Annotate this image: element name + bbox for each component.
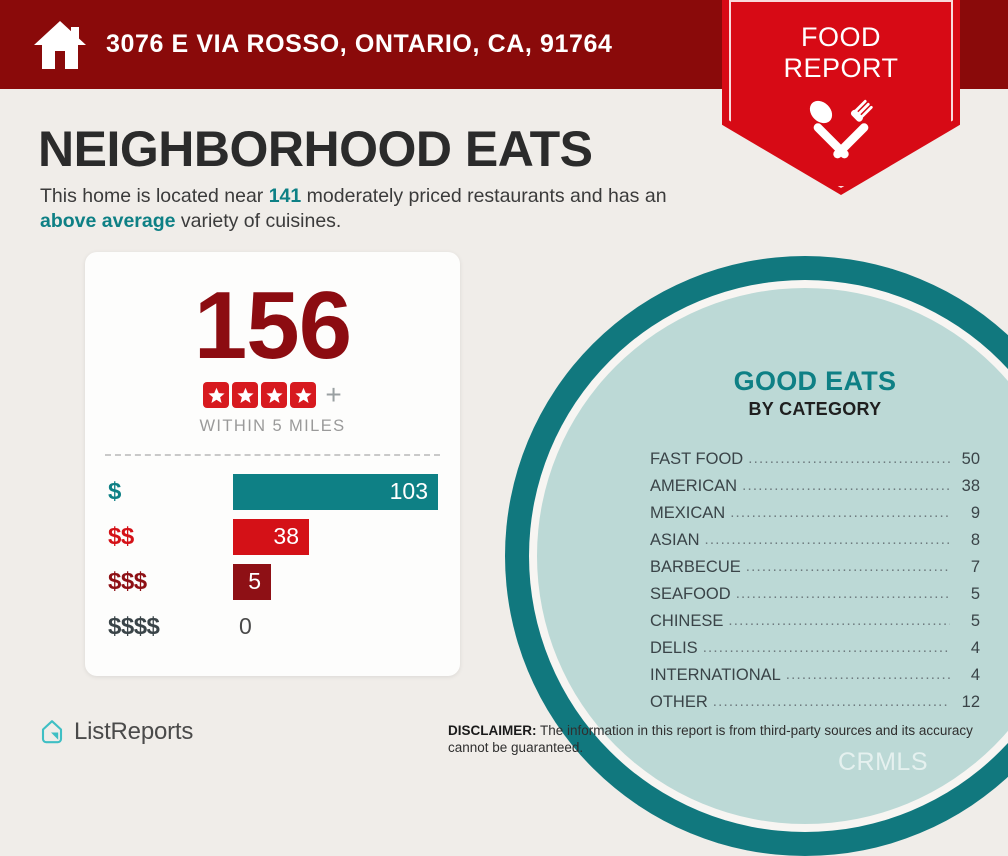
category-name: OTHER [650,693,708,711]
star-icon [232,382,259,408]
category-dot-leader: ........................................… [745,558,950,575]
stats-card: 156 + WITHIN 5 MILES $103 $$ 38 $$$ 5 $$$$ 0 [85,252,460,676]
star-icon [203,382,230,408]
category-list: FAST FOOD...............................… [650,442,980,712]
category-name: AMERICAN [650,477,738,495]
category-dot-leader: ........................................… [702,639,950,656]
subtitle-part1: This home is located near [40,185,269,207]
price-level-label: $$ [108,522,134,550]
price-bar-track: 5 [233,563,460,600]
circle-inner-fill [537,288,1008,824]
page-title: NEIGHBORHOOD EATS [38,121,593,177]
category-count: 9 [970,504,980,522]
category-dot-leader: ........................................… [712,693,950,710]
category-row: ASIAN...................................… [650,523,980,550]
price-bar: 38 [233,518,309,555]
restaurant-total-count: 156 [193,272,352,379]
star-icon [290,382,317,408]
badge-line1: FOOD [801,22,881,52]
listreports-house-icon [41,720,63,744]
price-bar-track: 38 [233,518,460,555]
disclaimer-text: The information in this report is from t… [448,723,973,755]
subtitle-highlight-count: 141 [268,185,302,207]
price-bar-track: 0 [233,609,460,645]
category-count: 4 [970,666,980,684]
category-name: FAST FOOD [650,450,744,468]
good-eats-panel: GOOD EATS BY CATEGORY FAST FOOD.........… [650,366,980,712]
crmls-watermark: CRMLS [838,748,929,776]
category-dot-leader: ........................................… [735,585,950,602]
category-name: MEXICAN [650,504,726,522]
price-bar-value: 5 [248,568,261,594]
price-bar-chart: $103 $$ 38 $$$ 5 $$$$ 0 [85,469,460,649]
category-row: DELIS...................................… [650,631,980,658]
food-report-badge: FOOD REPORT [722,0,960,195]
price-row: $103 [108,469,460,514]
price-row: $$ 38 [108,514,460,559]
category-row: MEXICAN.................................… [650,496,980,523]
category-name: ASIAN [650,531,700,549]
listreports-logo: ListReports [38,718,193,746]
header-address: 3076 E VIA ROSSO, ONTARIO, CA, 91764 [106,30,613,58]
price-bar: 5 [233,563,271,600]
spoon-fork-icon [809,99,873,159]
subtitle-part2: moderately priced restaurants and has an [301,185,667,207]
price-bar-track: 103 [233,473,460,510]
star-rating: + [85,379,460,410]
price-row: $$$$ 0 [108,604,460,649]
category-count: 38 [961,477,980,495]
category-row: INTERNATIONAL...........................… [650,658,980,685]
price-level-label: $$$$ [108,612,160,640]
category-name: SEAFOOD [650,585,731,603]
category-name: BARBECUE [650,558,741,576]
category-dot-leader: ........................................… [742,477,950,494]
category-row: BARBECUE................................… [650,550,980,577]
category-count: 5 [970,612,980,630]
price-bar-value: 38 [273,523,299,549]
price-row: $$$ 5 [108,559,460,604]
category-count: 12 [961,693,980,711]
price-level-label: $ [108,477,121,505]
category-row: SEAFOOD.................................… [650,577,980,604]
category-count: 4 [970,639,980,657]
category-dot-leader: ........................................… [704,531,950,548]
good-eats-subtitle: BY CATEGORY [748,399,882,419]
page-subtitle: This home is located near 141 moderately… [40,184,705,234]
category-row: OTHER...................................… [650,685,980,712]
category-row: AMERICAN................................… [650,469,980,496]
price-bar-value: 103 [389,478,428,504]
category-count: 7 [970,558,980,576]
category-name: INTERNATIONAL [650,666,781,684]
category-name: CHINESE [650,612,724,630]
badge-title: FOOD REPORT [722,22,960,84]
category-count: 8 [970,531,980,549]
price-level-label: $$$ [108,567,147,595]
subtitle-part3: variety of cuisines. [175,210,342,232]
category-dot-leader: ........................................… [748,450,950,467]
category-row: FAST FOOD...............................… [650,442,980,469]
category-count: 50 [961,450,980,468]
good-eats-title: GOOD EATS [733,366,897,396]
badge-line2: REPORT [783,53,899,83]
within-miles-label: WITHIN 5 MILES [199,417,346,435]
subtitle-highlight-variety: above average [40,210,176,232]
star-icon [261,382,288,408]
home-icon [34,20,86,69]
price-bar: 103 [233,473,438,510]
price-bar-value: 0 [239,613,252,639]
category-name: DELIS [650,639,698,657]
listreports-logo-text: ListReports [74,718,194,745]
category-dot-leader: ........................................… [728,612,950,629]
badge-shield-border [729,0,953,188]
card-divider [105,454,440,456]
star-plus-label: + [325,379,342,410]
category-count: 5 [970,585,980,603]
disclaimer: DISCLAIMER: The information in this repo… [448,722,996,756]
category-row: CHINESE.................................… [650,604,980,631]
disclaimer-label: DISCLAIMER: [448,723,537,738]
category-dot-leader: ........................................… [785,666,950,683]
category-dot-leader: ........................................… [730,504,950,521]
